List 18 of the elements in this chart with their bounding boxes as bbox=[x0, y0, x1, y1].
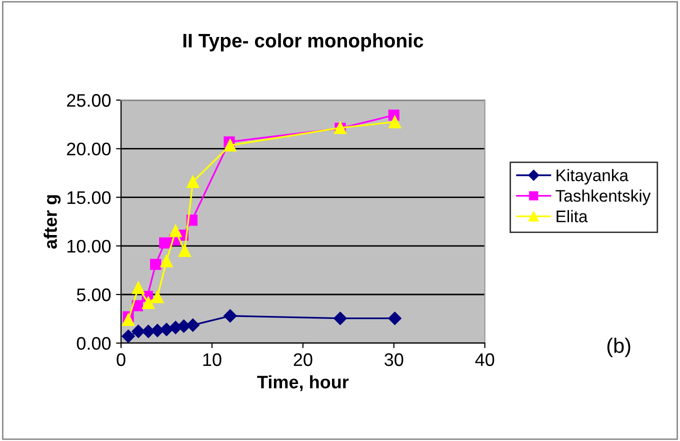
x-tick-label: 30 bbox=[384, 353, 404, 366]
y-tick-label: 15.00 bbox=[68, 191, 111, 204]
y-tick-label: 0.00 bbox=[76, 337, 111, 350]
y-tick-label: 10.00 bbox=[68, 240, 111, 253]
x-axis-title: Time, hour bbox=[257, 375, 349, 392]
text: (b) bbox=[607, 338, 630, 358]
x-tick-label: 10 bbox=[203, 353, 222, 366]
y-axis-title: after g bbox=[44, 195, 61, 249]
y-tick-label: 20.00 bbox=[67, 142, 111, 156]
x-tick-label: 20 bbox=[294, 353, 312, 366]
x-tick-label: 0 bbox=[116, 353, 126, 366]
legend-label: Tashkentskiy bbox=[556, 190, 651, 206]
legend-label: Kitayanka bbox=[556, 169, 628, 185]
chart-title: II Type- color monophonic bbox=[183, 33, 424, 52]
x-tick-label: 40 bbox=[475, 353, 494, 366]
y-tick-label: 25.00 bbox=[67, 94, 111, 107]
y-tick-label: 5.00 bbox=[76, 288, 111, 302]
legend-label: Elita bbox=[556, 210, 588, 222]
